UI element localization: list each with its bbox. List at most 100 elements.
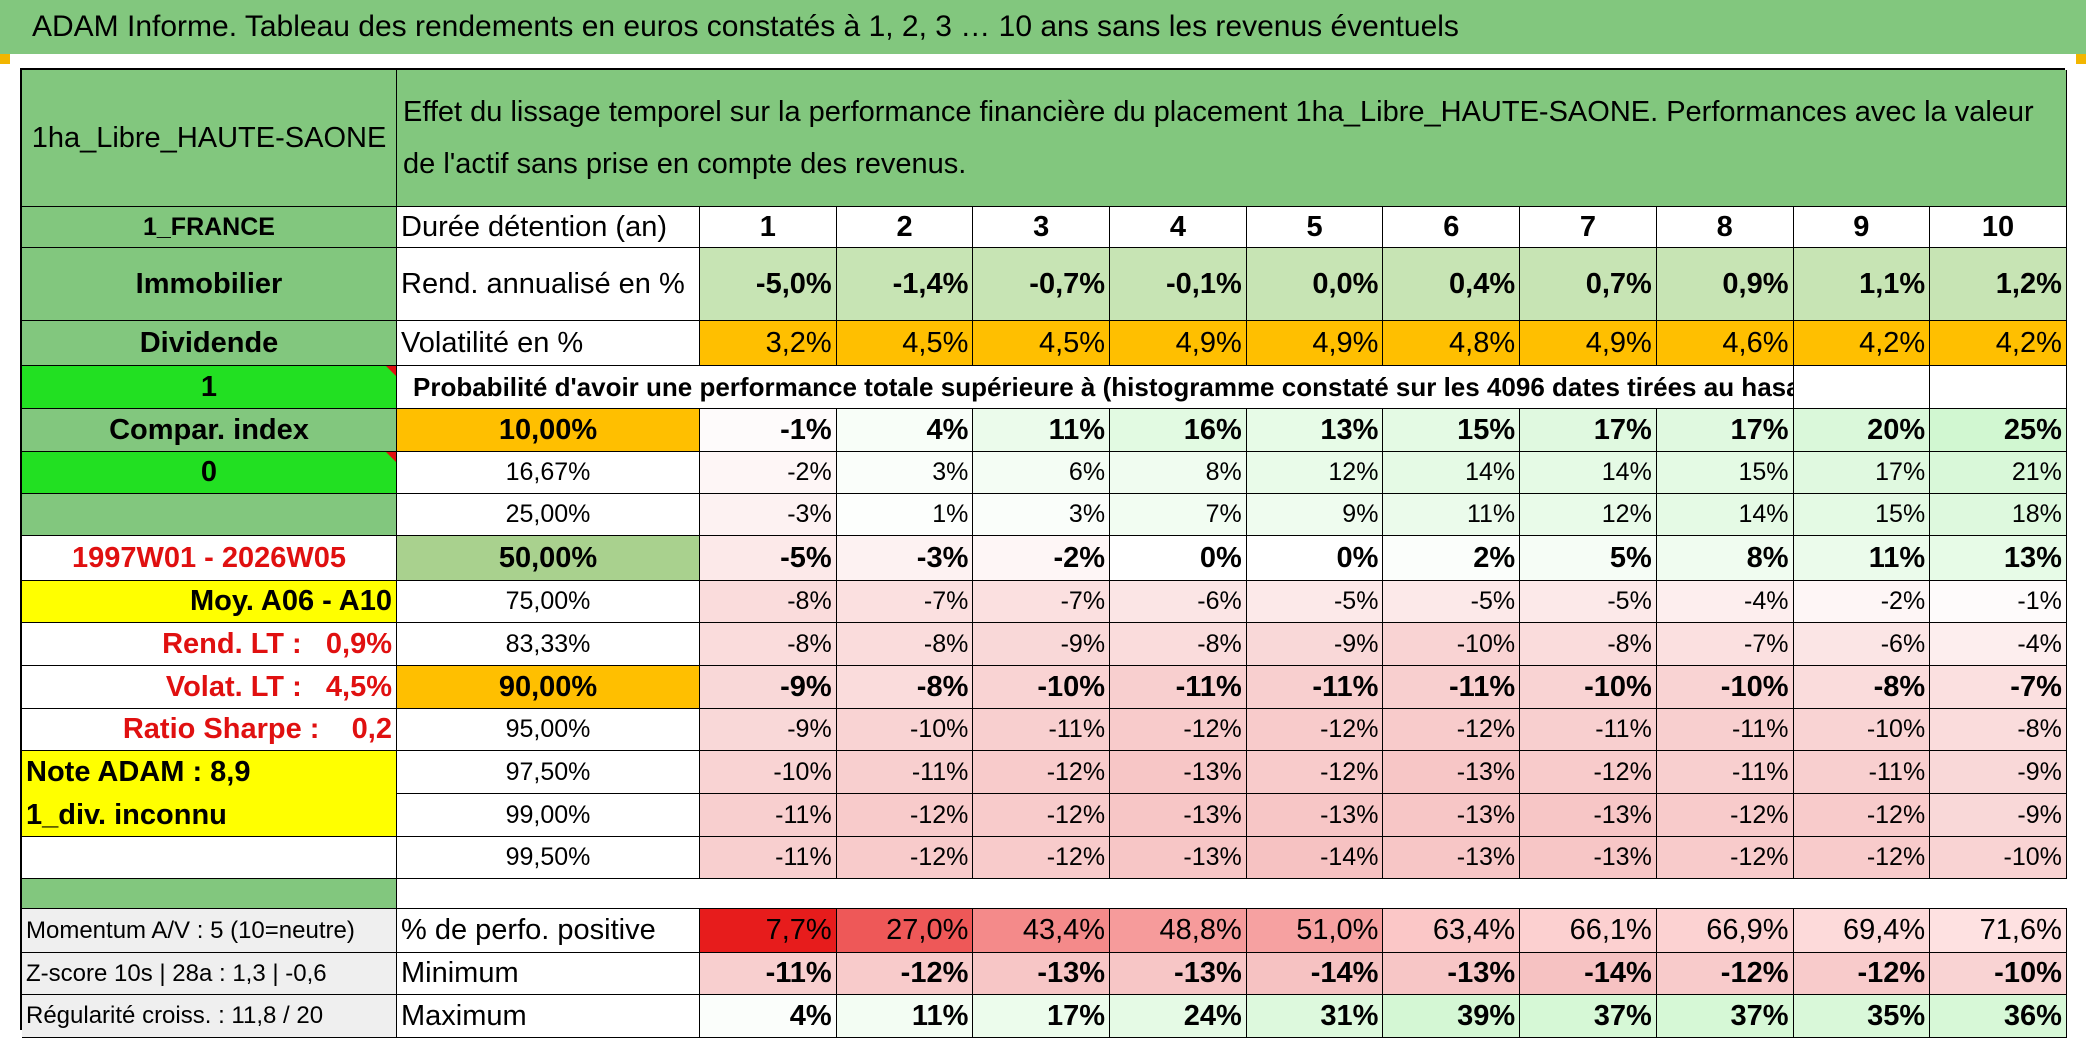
probability-value: 14%: [1520, 452, 1657, 494]
report-title: ADAM Informe. Tableau des rendements en …: [0, 0, 2086, 54]
spacer-row: [397, 879, 2067, 909]
zscore-label: Z-score 10s | 28a : 1,3 | -0,6: [22, 953, 397, 995]
rend-cell: -0,1%: [1110, 248, 1247, 321]
performance-table: 1ha_Libre_HAUTE-SAONE Effet du lissage t…: [20, 68, 2067, 1038]
max-cell: 11%: [836, 995, 974, 1038]
country-label: 1_FRANCE: [22, 207, 397, 248]
positive-pct-cell: 48,8%: [1110, 909, 1247, 953]
min-cell: -14%: [1246, 953, 1384, 995]
category-label: Immobilier: [22, 248, 397, 321]
volat-cell: 4,5%: [836, 321, 974, 366]
positive-pct-cell: 69,4%: [1793, 909, 1931, 953]
positive-label: % de perfo. positive: [397, 909, 700, 953]
max-cell: 24%: [1110, 995, 1247, 1038]
probability-value: -10%: [1656, 666, 1794, 709]
rend-cell: 1,1%: [1793, 248, 1931, 321]
probability-value: 12%: [1246, 452, 1384, 494]
probability-value: 13%: [1246, 409, 1384, 452]
volat-cell: 4,9%: [1520, 321, 1657, 366]
probability-value: -9%: [973, 623, 1111, 666]
probability-value: -2%: [1793, 581, 1931, 623]
probability-value: -13%: [1383, 751, 1521, 794]
probability-value: 4%: [836, 409, 974, 452]
compar-index-label: Compar. index: [22, 409, 397, 452]
probability-threshold: 75,00%: [397, 581, 700, 623]
probability-value: -12%: [1246, 751, 1384, 794]
positive-pct-cell: 51,0%: [1246, 909, 1384, 953]
probability-value: -9%: [1930, 794, 2067, 837]
positive-pct-cell: 63,4%: [1383, 909, 1521, 953]
probability-value: -13%: [1383, 794, 1521, 837]
probability-value: -12%: [1246, 709, 1384, 751]
probability-value: 3%: [973, 494, 1111, 536]
min-cell: -13%: [1383, 953, 1521, 995]
probability-value: -8%: [836, 666, 974, 709]
probability-threshold: 99,00%: [397, 794, 700, 837]
probability-value: 17%: [1520, 409, 1657, 452]
year-header: 6: [1383, 207, 1521, 248]
probability-value: -12%: [1383, 709, 1521, 751]
probability-value: -11%: [973, 709, 1111, 751]
flag-cell-1[interactable]: 1: [22, 366, 397, 409]
rend-cell: 0,9%: [1656, 248, 1794, 321]
probability-value: -10%: [836, 709, 974, 751]
probability-value: 14%: [1383, 452, 1521, 494]
probability-value: -5%: [700, 536, 837, 581]
probability-value: -8%: [1930, 709, 2067, 751]
probability-value: -10%: [1930, 837, 2067, 879]
probability-value: 13%: [1930, 536, 2067, 581]
volat-cell: 4,2%: [1930, 321, 2067, 366]
empty-cell: [1930, 366, 2067, 409]
flag-cell-0[interactable]: 0: [22, 452, 397, 494]
volat-cell: 4,5%: [973, 321, 1111, 366]
probability-value: -12%: [1110, 709, 1247, 751]
probability-value: -14%: [1246, 837, 1384, 879]
volat-label: Volatilité en %: [397, 321, 700, 366]
probability-threshold: 16,67%: [397, 452, 700, 494]
table-description: Effet du lissage temporel sur la perform…: [397, 70, 2067, 207]
probability-value: -4%: [1656, 581, 1794, 623]
year-header: 9: [1793, 207, 1931, 248]
positive-pct-cell: 7,7%: [700, 909, 837, 953]
probability-value: 1%: [836, 494, 974, 536]
empty-cell: [22, 837, 397, 879]
year-header: 5: [1246, 207, 1384, 248]
max-cell: 4%: [700, 995, 837, 1038]
probability-value: -5%: [1383, 581, 1521, 623]
probability-value: -2%: [700, 452, 837, 494]
probability-value: -12%: [1656, 837, 1794, 879]
probability-threshold: 90,00%: [397, 666, 700, 709]
probability-value: 15%: [1656, 452, 1794, 494]
rend-cell: -0,7%: [973, 248, 1111, 321]
corner-marker: [0, 54, 10, 64]
probability-value: -13%: [1246, 794, 1384, 837]
probability-value: -13%: [1520, 794, 1657, 837]
probability-value: -13%: [1383, 837, 1521, 879]
min-cell: -14%: [1520, 953, 1657, 995]
probability-value: 18%: [1930, 494, 2067, 536]
year-header: 10: [1930, 207, 2067, 248]
probability-value: -6%: [1793, 623, 1931, 666]
volat-cell: 4,9%: [1110, 321, 1247, 366]
min-cell: -10%: [1930, 953, 2067, 995]
probability-value: -5%: [1520, 581, 1657, 623]
probability-value: -12%: [973, 837, 1111, 879]
probability-value: 21%: [1930, 452, 2067, 494]
probability-value: -5%: [1246, 581, 1384, 623]
max-cell: 36%: [1930, 995, 2067, 1038]
probability-value: 7%: [1110, 494, 1247, 536]
volat-cell: 4,9%: [1246, 321, 1384, 366]
probability-value: 17%: [1656, 409, 1794, 452]
probability-value: 5%: [1520, 536, 1657, 581]
probability-value: 15%: [1383, 409, 1521, 452]
probability-value: -10%: [973, 666, 1111, 709]
rend-lt-label: Rend. LT : 0,9%: [22, 623, 397, 666]
probability-value: -9%: [1246, 623, 1384, 666]
probability-threshold: 25,00%: [397, 494, 700, 536]
probability-value: -10%: [1520, 666, 1657, 709]
probability-value: -12%: [1656, 794, 1794, 837]
probability-value: -10%: [700, 751, 837, 794]
probability-value: -1%: [700, 409, 837, 452]
probability-value: 14%: [1656, 494, 1794, 536]
probability-header: Probabilité d'avoir une performance tota…: [397, 366, 1794, 409]
